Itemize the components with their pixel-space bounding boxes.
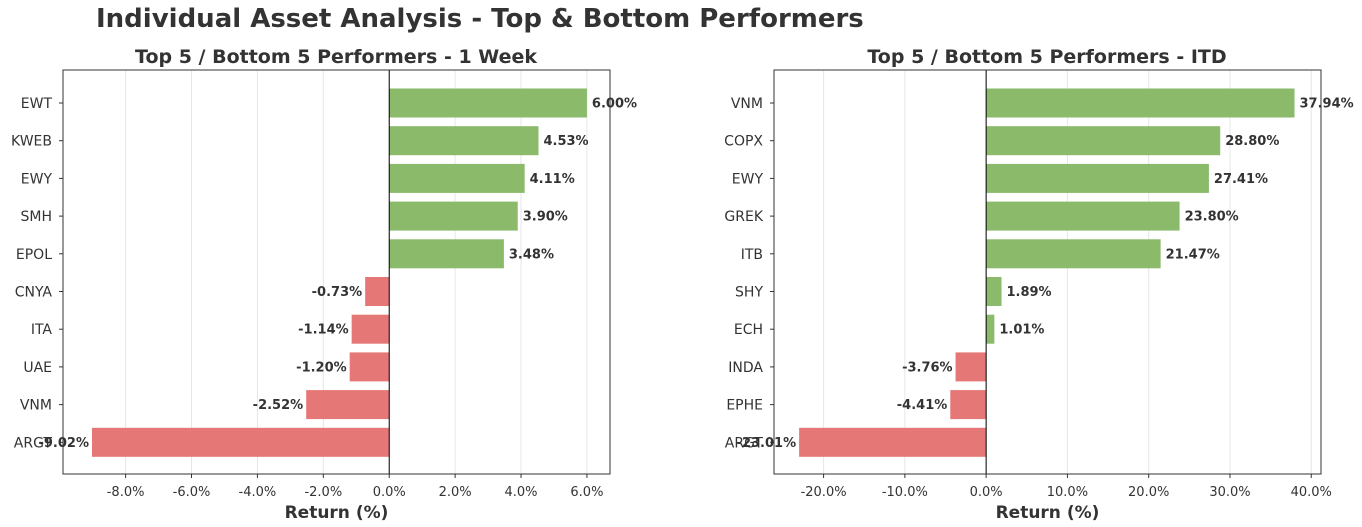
x-tick-label: 30.0% (1209, 485, 1250, 500)
bar-smh (389, 201, 518, 231)
bar-argt (91, 427, 390, 457)
bar-itb (986, 239, 1161, 269)
figure-title: Individual Asset Analysis - Top & Bottom… (96, 4, 864, 34)
x-tick-label: 40.0% (1291, 485, 1332, 500)
x-tick-label: -8.0% (107, 485, 145, 500)
x-axis-title: Return (%) (285, 503, 389, 523)
x-tick-label: -6.0% (173, 485, 211, 500)
y-tick-label: ITA (31, 322, 53, 338)
bar-ewt (389, 88, 587, 118)
x-axis-title: Return (%) (996, 503, 1100, 523)
bar-shy (986, 277, 1002, 306)
data-label: -1.14% (298, 323, 349, 338)
x-tick-label: 4.0% (505, 485, 538, 500)
chart-title: Top 5 / Bottom 5 Performers - 1 Week (135, 46, 537, 68)
y-tick-label: GREK (724, 209, 763, 225)
chart-2: Top 5 / Bottom 5 Performers - ITD 37.94% 2… (724, 46, 1353, 523)
x-tick-label: -2.0% (304, 485, 342, 500)
y-tick-label: EPOL (16, 247, 52, 263)
x-tick-label: 2.0% (439, 485, 472, 500)
y-tick-label: EWY (732, 171, 764, 187)
data-label: -4.41% (897, 398, 948, 413)
bar-grek (986, 201, 1180, 231)
bar-epol (389, 239, 504, 269)
y-tick-label: KWEB (11, 134, 52, 150)
y-tick-label: ARGT (725, 435, 764, 451)
y-tick-label: EPHE (726, 398, 763, 414)
bar-ewy (986, 163, 1209, 193)
data-label: 4.53% (543, 134, 588, 149)
x-tick-label: 0.0% (373, 485, 406, 500)
y-tick-label: INDA (728, 360, 763, 376)
data-label: 23.80% (1185, 210, 1239, 225)
bar-uae (349, 352, 390, 382)
y-tick-label: UAE (23, 360, 52, 376)
y-tick-label: VNM (20, 398, 52, 414)
data-label: 27.41% (1214, 172, 1268, 187)
data-label: -2.52% (253, 398, 304, 413)
y-tick-label: ITB (741, 247, 763, 263)
x-tick-label: 0.0% (970, 485, 1003, 500)
data-label: -0.73% (312, 285, 363, 300)
chart-1: Top 5 / Bottom 5 Performers - 1 Week 6.00… (11, 46, 637, 523)
data-label: 28.80% (1225, 134, 1279, 149)
data-label: 3.90% (523, 210, 568, 225)
plot-frame (62, 69, 611, 475)
data-label: -23.01% (737, 436, 797, 451)
bar-cnya (365, 277, 390, 306)
y-tick-label: ARGT (14, 435, 53, 451)
y-tick-label: SMH (21, 209, 53, 225)
plot-frame (773, 69, 1322, 475)
data-label: 3.48% (509, 247, 554, 262)
data-label: 4.11% (530, 172, 575, 187)
y-tick-label: ECH (734, 322, 763, 338)
bar-ephe (950, 390, 987, 420)
data-label: -1.20% (296, 360, 347, 375)
data-label: 6.00% (592, 97, 637, 112)
bar-ita (351, 314, 390, 344)
x-tick-label: -20.0% (801, 485, 847, 500)
x-tick-label: 20.0% (1128, 485, 1169, 500)
bar-inda (955, 352, 987, 382)
y-tick-label: EWT (21, 96, 53, 112)
y-tick-label: VNM (731, 96, 763, 112)
x-tick-label: 10.0% (1047, 485, 1088, 500)
chart-title: Top 5 / Bottom 5 Performers - ITD (867, 46, 1226, 68)
data-label: 1.01% (999, 323, 1044, 338)
bar-vnm (986, 88, 1295, 118)
x-tick-label: -10.0% (882, 485, 928, 500)
bar-argt (799, 427, 987, 457)
bar-ewy (389, 163, 525, 193)
data-label: 37.94% (1300, 97, 1354, 112)
data-label: -3.76% (902, 360, 953, 375)
bar-copx (986, 126, 1221, 156)
y-tick-label: CNYA (15, 285, 53, 301)
x-tick-label: -4.0% (239, 485, 277, 500)
y-tick-label: EWY (21, 171, 53, 187)
bar-kweb (389, 126, 539, 156)
data-label: -9.02% (38, 436, 89, 451)
bar-ech (986, 314, 995, 344)
bar-vnm (306, 390, 390, 420)
y-tick-label: COPX (724, 134, 763, 150)
data-label: 1.89% (1006, 285, 1051, 300)
x-tick-label: 6.0% (570, 485, 603, 500)
data-label: 21.47% (1166, 247, 1220, 262)
y-tick-label: SHY (735, 285, 763, 301)
